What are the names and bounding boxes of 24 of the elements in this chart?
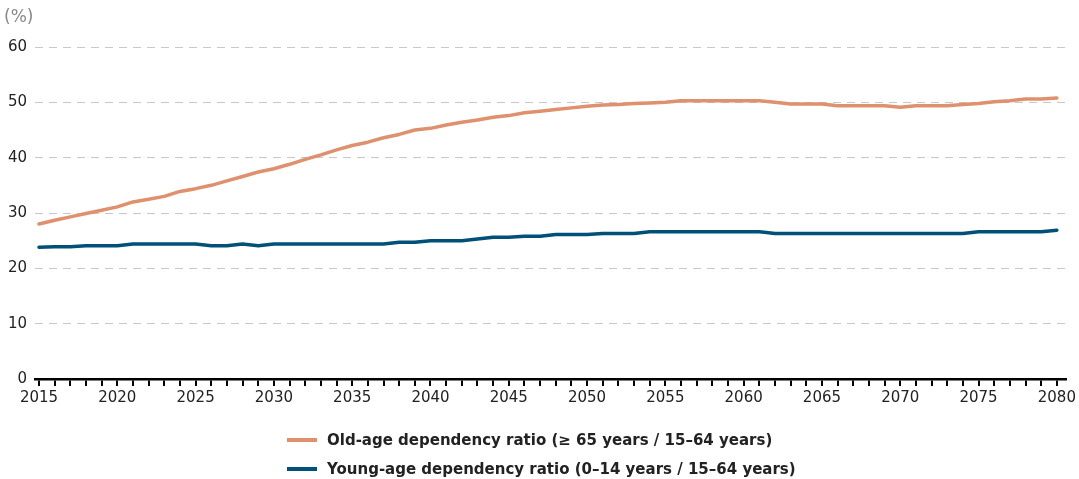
- y-axis-title: (%): [4, 6, 34, 26]
- x-tick-label: 2075: [959, 387, 998, 406]
- y-tick-label: 60: [7, 36, 28, 55]
- x-tick-label: 2015: [19, 387, 59, 406]
- x-tick-label: 2080: [1037, 387, 1076, 406]
- y-tick-label: 50: [7, 92, 28, 111]
- legend-label: Old-age dependency ratio (≥ 65 years / 15–64 years): [327, 430, 773, 449]
- x-tick-label: 2055: [646, 387, 685, 406]
- y-tick-label: 30: [7, 202, 28, 221]
- x-tick-label: 2040: [411, 387, 450, 406]
- x-tick-label: 2060: [724, 387, 763, 406]
- y-tick-label: 0: [17, 368, 28, 387]
- y-tick-label: 10: [7, 313, 28, 332]
- x-tick-label: 2025: [176, 387, 215, 406]
- y-tick-label: 40: [7, 147, 28, 166]
- x-tick-label: 2030: [254, 387, 293, 406]
- x-tick-label: 2070: [881, 387, 920, 406]
- x-tick-label: 2020: [98, 387, 137, 406]
- x-tick-label: 2065: [802, 387, 842, 406]
- x-tick-label: 2045: [489, 387, 528, 406]
- legend-label: Young-age dependency ratio (0–14 years / 15–64 years): [327, 459, 796, 478]
- x-tick-label: 2035: [333, 387, 372, 406]
- x-tick-label: 2050: [567, 387, 607, 406]
- y-tick-label: 20: [7, 258, 28, 277]
